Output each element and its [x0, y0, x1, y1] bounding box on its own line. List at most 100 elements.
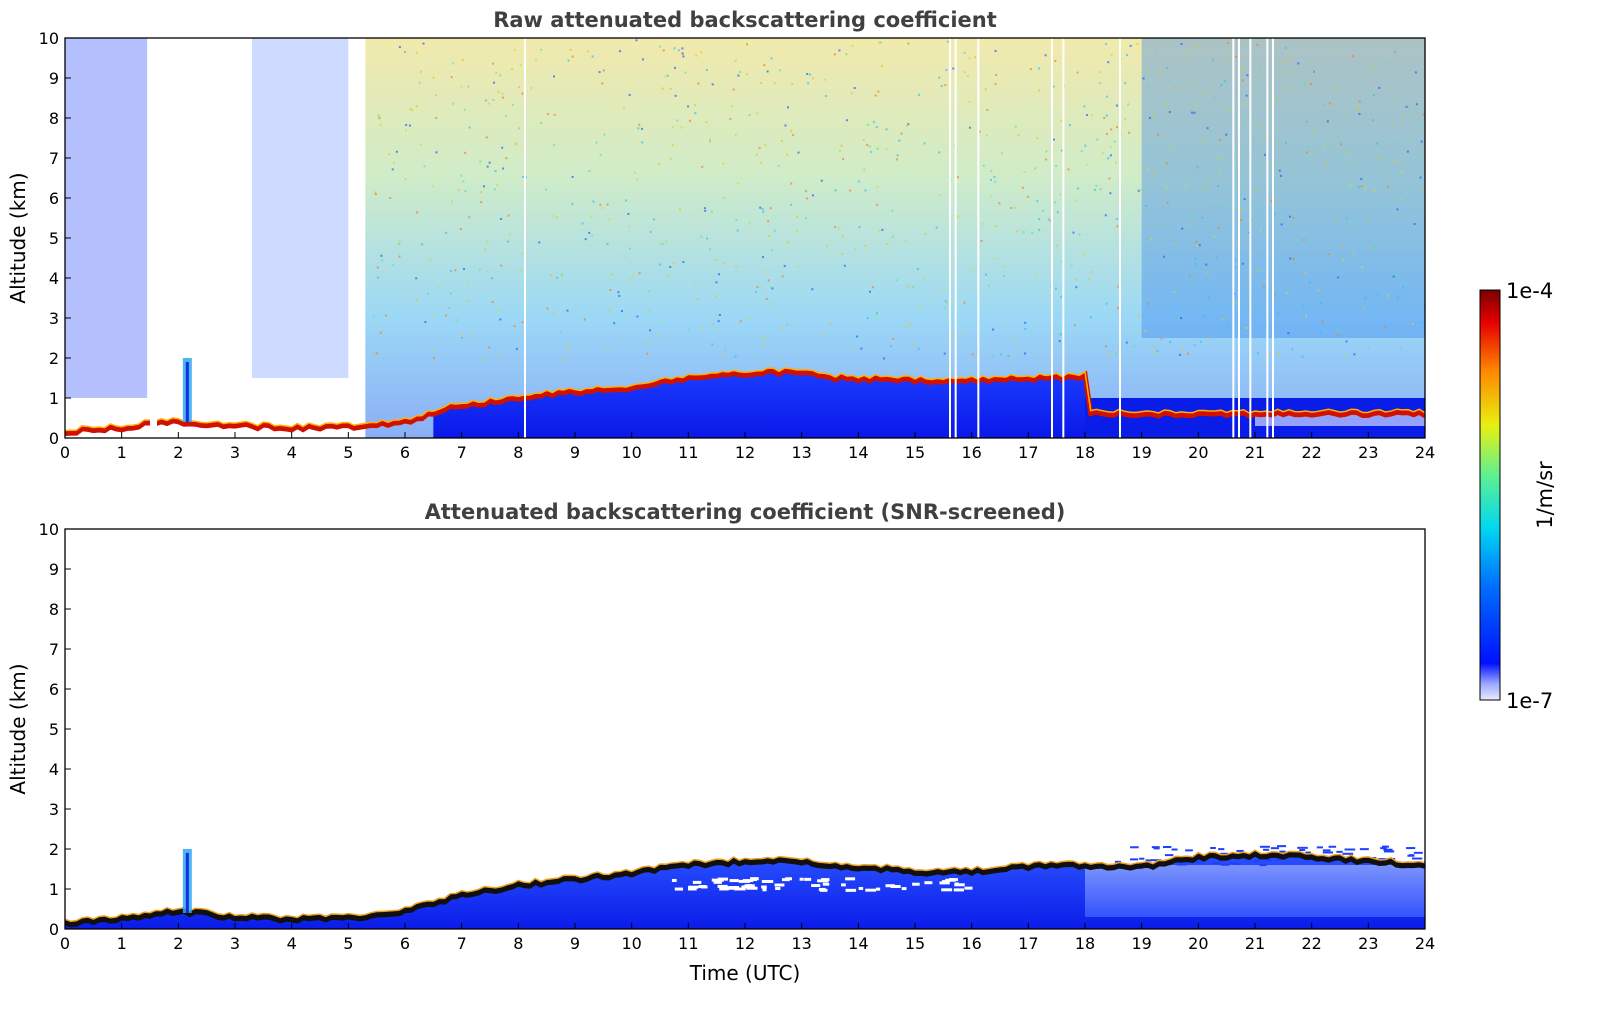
- noise-speck: [499, 353, 502, 356]
- noise-speck: [371, 354, 374, 357]
- noise-speck: [696, 298, 699, 301]
- noise-speck: [1213, 235, 1216, 238]
- noise-speck: [762, 210, 765, 213]
- x-tick-label: 19: [1131, 443, 1151, 462]
- residual-speck: [1275, 858, 1281, 861]
- noise-speck: [1256, 352, 1259, 355]
- noise-speck: [1198, 244, 1201, 247]
- noise-speck: [895, 279, 898, 282]
- noise-speck: [1326, 120, 1329, 123]
- noise-speck: [682, 261, 685, 264]
- noise-speck: [487, 102, 490, 105]
- noise-speck: [1022, 230, 1025, 233]
- noise-speck: [1358, 100, 1361, 103]
- noise-speck: [939, 194, 942, 197]
- noise-speck: [1160, 337, 1163, 340]
- noise-speck: [1340, 143, 1343, 146]
- noise-speck: [1302, 305, 1305, 308]
- noise-speck: [435, 117, 438, 120]
- y-tick-label: 8: [49, 600, 59, 619]
- noise-speck: [905, 124, 908, 127]
- noise-speck: [673, 47, 676, 50]
- noise-speck: [1326, 162, 1329, 165]
- noise-speck: [648, 309, 651, 312]
- noise-speck: [1379, 67, 1382, 70]
- noise-speck: [648, 290, 651, 293]
- noise-speck: [424, 321, 427, 324]
- noise-speck: [1037, 67, 1040, 70]
- noise-speck: [411, 109, 414, 112]
- noise-speck: [723, 355, 726, 358]
- noise-speck: [1396, 296, 1399, 299]
- noise-speck: [431, 185, 434, 188]
- noise-speck: [1154, 346, 1157, 349]
- noise-speck: [1166, 66, 1169, 69]
- noise-speck: [567, 59, 570, 62]
- noise-speck: [1396, 208, 1399, 211]
- noise-speck: [499, 318, 502, 321]
- residual-speck: [1162, 846, 1172, 849]
- noise-speck: [1292, 257, 1295, 260]
- noise-speck: [613, 322, 616, 325]
- noise-speck: [1289, 87, 1292, 90]
- noise-speck: [963, 52, 966, 55]
- noise-speck: [821, 333, 824, 336]
- y-tick-label: 9: [49, 69, 59, 88]
- noise-speck: [849, 189, 852, 192]
- noise-speck: [460, 85, 463, 88]
- noise-speck: [1196, 244, 1199, 247]
- noise-speck: [784, 124, 787, 127]
- noise-speck: [1074, 324, 1077, 327]
- noise-speck: [1191, 111, 1194, 114]
- aerosol-layer-edge: [65, 849, 1425, 923]
- noise-speck: [601, 207, 604, 210]
- noise-speck: [1361, 266, 1364, 269]
- noise-speck: [623, 255, 626, 258]
- noise-speck: [560, 275, 563, 278]
- noise-speck: [911, 286, 914, 289]
- screened-gap: [761, 885, 767, 889]
- noise-speck: [1302, 148, 1305, 151]
- noise-speck: [1265, 323, 1268, 326]
- noise-speck: [451, 200, 454, 203]
- noise-speck: [838, 49, 841, 52]
- x-tick-label: 14: [848, 443, 868, 462]
- noise-speck: [1362, 307, 1365, 310]
- noise-speck: [588, 231, 591, 234]
- noise-speck: [1105, 42, 1108, 45]
- noise-speck: [693, 104, 696, 107]
- residual-speck: [1218, 848, 1225, 851]
- x-tick-label: 12: [735, 934, 755, 953]
- noise-speck: [1109, 146, 1112, 149]
- noise-speck: [374, 193, 377, 196]
- noise-speck: [852, 347, 855, 350]
- noise-speck: [877, 90, 880, 93]
- noise-speck: [1186, 352, 1189, 355]
- noise-speck: [1055, 244, 1058, 247]
- x-ticks-screened: 0 1 2 3 4 5 6 7 8 9 10 11 12 13 14 15 16 17 18 19 20 21 22 23 24: [60, 923, 1435, 953]
- noise-speck: [731, 105, 734, 108]
- noise-speck: [735, 265, 738, 268]
- noise-speck: [379, 331, 382, 334]
- noise-speck: [1303, 83, 1306, 86]
- noise-speck: [584, 238, 587, 241]
- residual-speck: [1210, 846, 1216, 849]
- noise-speck: [990, 195, 993, 198]
- noise-speck: [780, 139, 783, 142]
- screened-gap: [885, 884, 895, 888]
- noise-speck: [1038, 218, 1041, 221]
- noise-speck: [1196, 166, 1199, 169]
- noise-speck: [769, 207, 772, 210]
- noise-speck: [739, 70, 742, 73]
- noise-speck: [923, 277, 926, 280]
- noise-speck: [732, 88, 735, 91]
- noise-speck: [918, 93, 921, 96]
- colorbar-min-label: 1e-7: [1506, 689, 1553, 713]
- noise-speck: [1203, 92, 1206, 95]
- noise-speck: [1353, 353, 1356, 356]
- noise-speck: [860, 347, 863, 350]
- screened-gap: [817, 879, 829, 883]
- noise-speck: [1262, 285, 1265, 288]
- noise-speck: [1000, 353, 1003, 356]
- noise-speck: [1144, 51, 1147, 54]
